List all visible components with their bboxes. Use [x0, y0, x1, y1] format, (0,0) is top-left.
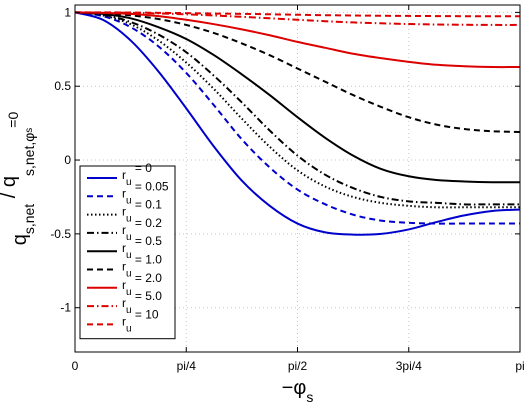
legend-label-1: ru = 0.05	[122, 179, 169, 206]
series-line-6	[74, 11, 521, 69]
series-line-4	[74, 11, 521, 184]
x-tick-label: 3pi/4	[396, 359, 422, 373]
legend-label-0: ru = 0	[122, 161, 152, 188]
series-line-3	[74, 11, 521, 206]
series-line-2	[74, 11, 520, 209]
x-tick-label: 0	[72, 359, 79, 373]
series-lines	[74, 11, 521, 236]
axis-ticks: 0 pi/4 pi/2 3pi/4 pi 1 0.5 0 -0.5 -1	[50, 5, 525, 373]
x-tick-label: pi	[515, 359, 524, 373]
series-line-0	[74, 11, 521, 236]
legend-label-6: ru = 2.0	[122, 271, 162, 298]
y-tick-label: 0.5	[54, 79, 71, 93]
series-line-1	[74, 11, 520, 225]
series-line-5	[74, 11, 521, 133]
y-tick-label: -1	[60, 301, 71, 315]
y-tick-label: 1	[64, 5, 71, 19]
legend-label-8: ru = 10	[122, 307, 159, 334]
series-line-8	[74, 11, 520, 18]
legend-label-5: ru = 1.0	[122, 253, 162, 280]
legend-box	[79, 165, 176, 340]
y-tick-label: 0	[64, 153, 71, 167]
x-tick-label: pi/2	[288, 359, 308, 373]
y-axis-label: qs,net / qs,net,φs=0	[0, 112, 37, 246]
x-axis-label: −φs	[282, 377, 314, 403]
legend-label-3: ru = 0.2	[122, 216, 162, 243]
legend-label-4: ru = 0.5	[122, 234, 162, 261]
legend-label-7: ru = 5.0	[122, 289, 162, 316]
y-tick-label: -0.5	[50, 227, 71, 241]
legend-label-2: ru = 0.1	[122, 198, 162, 225]
x-tick-label: pi/4	[177, 359, 197, 373]
